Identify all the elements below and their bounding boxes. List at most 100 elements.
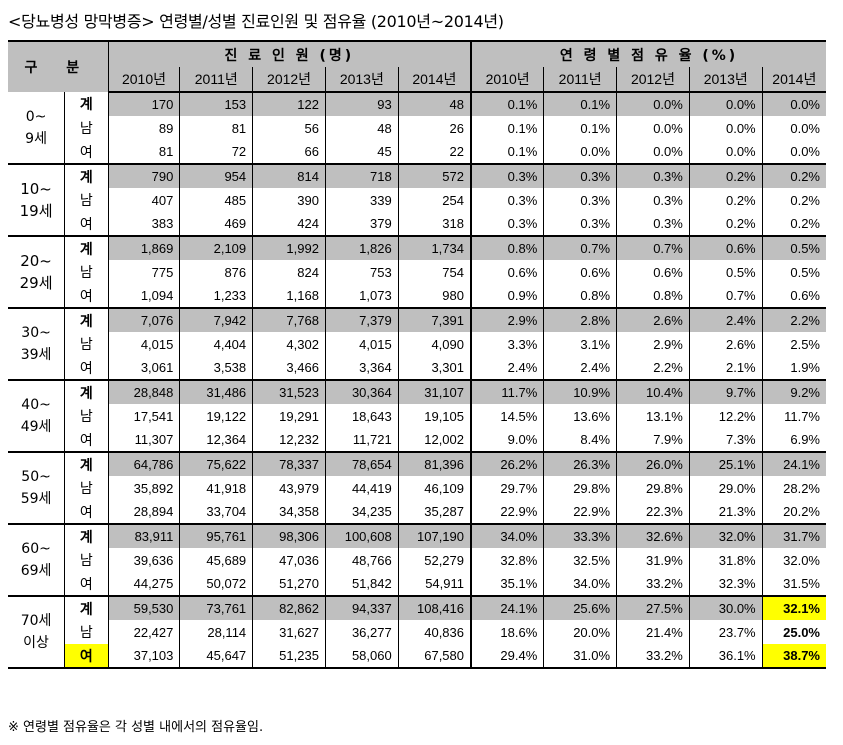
share-cell: 0.6%: [688, 236, 763, 260]
patients-cell: 876: [179, 260, 253, 284]
share-cell: 25.1%: [688, 452, 763, 476]
patients-cell: 36,277: [324, 620, 399, 644]
header-year-patients: 2011년: [179, 67, 253, 93]
sex-label: 남: [64, 188, 109, 212]
sex-label: 여: [64, 644, 109, 669]
share-cell: 0.3%: [543, 212, 617, 237]
share-cell: 20.2%: [761, 500, 826, 525]
share-cell: 7.3%: [688, 428, 763, 453]
share-cell: 0.3%: [616, 164, 690, 188]
share-cell: 9.7%: [688, 380, 763, 404]
share-cell: 0.2%: [688, 188, 763, 212]
patients-cell: 37,103: [107, 644, 180, 669]
patients-cell: 39,636: [107, 548, 180, 572]
share-cell: 21.4%: [616, 620, 690, 644]
table-row: 여 81 72 66 45 22 0.1% 0.0% 0.0% 0.0% 0.0%: [8, 140, 826, 165]
patients-cell: 1,992: [252, 236, 326, 260]
patients-cell: 72: [179, 140, 253, 165]
share-cell: 22.9%: [470, 500, 544, 525]
patients-cell: 48: [397, 92, 471, 116]
sex-label: 여: [64, 284, 109, 309]
share-cell: 0.1%: [470, 140, 544, 165]
share-cell: 7.9%: [616, 428, 690, 453]
share-cell: 2.1%: [688, 356, 763, 381]
share-cell: 31.7%: [761, 524, 826, 548]
patients-cell: 1,094: [107, 284, 180, 309]
share-cell: 31.5%: [761, 572, 826, 597]
share-cell: 32.3%: [688, 572, 763, 597]
table-row: 남 407 485 390 339 254 0.3% 0.3% 0.3% 0.2% 0.2%: [8, 188, 826, 212]
patients-cell: 980: [397, 284, 471, 309]
share-cell: 0.1%: [470, 116, 544, 140]
patients-cell: 17,541: [107, 404, 180, 428]
age-group-label: 60~ 69세: [8, 524, 65, 597]
patients-cell: 107,190: [397, 524, 471, 548]
share-cell: 2.4%: [470, 356, 544, 381]
share-cell: 26.0%: [616, 452, 690, 476]
sex-label: 계: [64, 236, 109, 260]
patients-cell: 35,287: [397, 500, 471, 525]
sex-label: 계: [64, 164, 109, 188]
share-cell: 23.7%: [688, 620, 763, 644]
share-cell: 0.9%: [470, 284, 544, 309]
patients-cell: 153: [179, 92, 253, 116]
share-cell: 31.0%: [543, 644, 617, 669]
patients-cell: 45,647: [179, 644, 253, 669]
patients-cell: 3,301: [397, 356, 471, 381]
patients-cell: 318: [397, 212, 471, 237]
share-cell: 1.9%: [761, 356, 826, 381]
share-cell: 0.2%: [761, 164, 826, 188]
header-group-label: 구 분: [8, 40, 109, 92]
patients-cell: 31,523: [252, 380, 326, 404]
age-group-text: 59세: [20, 491, 52, 507]
patients-cell: 44,419: [324, 476, 399, 500]
table-title: <당뇨병성 망막병증> 연령별/성별 진료인원 및 점유율 (2010년~201…: [8, 12, 504, 31]
share-cell: 3.3%: [470, 332, 544, 356]
patients-cell: 82,862: [252, 596, 326, 620]
share-cell: 32.0%: [761, 548, 826, 572]
share-cell: 0.3%: [616, 212, 690, 237]
table-row: 70세 이상 계 59,530 73,761 82,862 94,337 108,416 24.…: [8, 596, 826, 669]
share-cell: 0.0%: [761, 92, 826, 116]
share-cell: 25.6%: [543, 596, 617, 620]
patients-cell: 46,109: [397, 476, 471, 500]
age-group-label: 0~ 9세: [8, 92, 65, 165]
patients-cell: 11,307: [107, 428, 180, 453]
share-cell: 10.4%: [616, 380, 690, 404]
table-row: 10~ 19세 계 790 954 814 718 572 0.3% 0.3% 0.3% 0.2% 0.…: [8, 164, 826, 237]
table-row: 남 35,892 41,918 43,979 44,419 46,109 29.7% 29.8…: [8, 476, 826, 500]
patients-cell: 4,015: [324, 332, 399, 356]
share-cell: 22.9%: [543, 500, 617, 525]
table-row: 40~ 49세 계 28,848 31,486 31,523 30,364 31,107 11.…: [8, 380, 826, 453]
sex-label: 여: [64, 212, 109, 237]
patients-cell: 485: [179, 188, 253, 212]
share-cell: 0.3%: [543, 164, 617, 188]
share-cell: 0.0%: [688, 92, 763, 116]
patients-cell: 814: [252, 164, 326, 188]
share-cell: 24.1%: [470, 596, 544, 620]
patients-cell: 35,892: [107, 476, 180, 500]
share-cell: 0.7%: [688, 284, 763, 309]
share-cell: 0.6%: [761, 284, 826, 309]
patients-cell: 4,404: [179, 332, 253, 356]
patients-cell: 75,622: [179, 452, 253, 476]
share-cell: 32.6%: [616, 524, 690, 548]
share-cell: 33.3%: [543, 524, 617, 548]
share-cell: 0.0%: [616, 116, 690, 140]
share-cell: 29.4%: [470, 644, 544, 669]
share-cell: 2.6%: [688, 332, 763, 356]
share-cell: 0.6%: [470, 260, 544, 284]
patients-cell: 3,538: [179, 356, 253, 381]
share-cell: 0.3%: [616, 188, 690, 212]
share-cell: 36.1%: [688, 644, 763, 669]
table-row: 여 11,307 12,364 12,232 11,721 12,002 9.0% 8.4% 7…: [8, 428, 826, 453]
share-cell: 30.0%: [688, 596, 763, 620]
patients-cell: 3,061: [107, 356, 180, 381]
sex-label: 여: [64, 572, 109, 597]
patients-cell: 1,073: [324, 284, 399, 309]
header-year-share: 2010년: [470, 67, 544, 93]
patients-cell: 31,486: [179, 380, 253, 404]
age-group-label: 20~ 29세: [8, 236, 65, 309]
share-cell: 0.2%: [688, 212, 763, 237]
patients-cell: 3,466: [252, 356, 326, 381]
